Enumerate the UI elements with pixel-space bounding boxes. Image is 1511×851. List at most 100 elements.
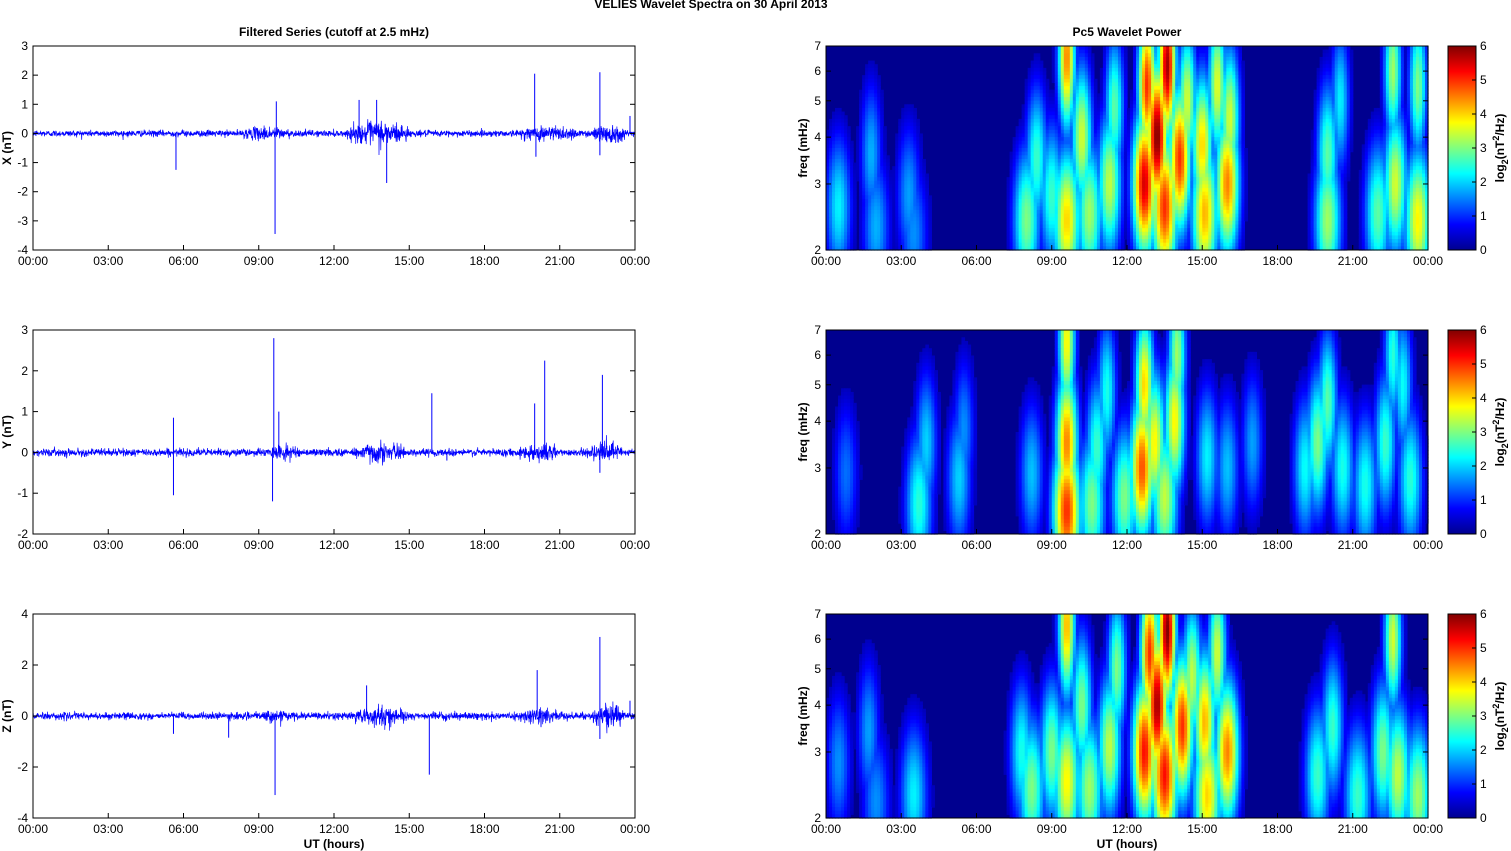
heatmap-cell	[1151, 100, 1155, 105]
heatmap-cell	[1400, 133, 1405, 138]
heatmap-cell	[1382, 100, 1387, 105]
heatmap-cell	[1078, 60, 1083, 65]
heatmap-cell	[1066, 93, 1071, 98]
heatmap-cell	[841, 140, 845, 145]
heatmap-cell	[1406, 86, 1411, 91]
heatmap-cell	[1078, 111, 1083, 116]
heatmap-cell	[1385, 133, 1390, 138]
heatmap-cell	[1394, 115, 1399, 120]
heatmap-cell	[1057, 82, 1062, 87]
heatmap-cell	[1409, 53, 1414, 58]
heatmap-cell	[1385, 129, 1390, 135]
heatmap-cell	[868, 82, 872, 87]
heatmap-cell	[1060, 104, 1065, 109]
heatmap-cell	[1181, 86, 1185, 91]
heatmap-cell	[910, 129, 914, 135]
heatmap-cell	[1084, 49, 1089, 54]
heatmap-cell	[853, 184, 857, 189]
heatmap-cell	[910, 144, 914, 149]
heatmap-cell	[1388, 46, 1393, 51]
heatmap-cell	[856, 137, 860, 142]
heatmap-cell	[1166, 46, 1170, 51]
heatmap-cell	[901, 122, 905, 127]
heatmap-cell	[1105, 86, 1110, 91]
heatmap-cell	[1229, 111, 1233, 116]
heatmap-cell	[1166, 49, 1170, 54]
heatmap-cell	[1063, 78, 1068, 84]
heatmap-cell	[1036, 115, 1041, 120]
heatmap-cell	[1199, 97, 1203, 102]
heatmap-cell	[1042, 67, 1047, 73]
heatmap-cell	[1021, 118, 1026, 124]
heatmap-cell	[1136, 107, 1140, 113]
right-x-axis-label: UT (hours)	[1097, 837, 1158, 851]
heatmap-cell	[1039, 140, 1044, 145]
heatmap-cell	[1202, 97, 1206, 102]
heatmap-cell	[862, 93, 866, 98]
heatmap-cell	[1045, 82, 1050, 87]
heatmap-cell	[1090, 126, 1095, 131]
heatmap-cell	[1054, 122, 1059, 127]
heatmap-cell	[1136, 104, 1140, 109]
heatmap-cell	[862, 104, 866, 109]
heatmap-cell	[1340, 64, 1345, 69]
heatmap-cell	[1388, 93, 1393, 98]
heatmap-cell	[1406, 122, 1411, 127]
heatmap-cell	[1117, 100, 1122, 105]
heatmap-cell	[1211, 64, 1215, 69]
heatmap-cell	[1412, 93, 1417, 98]
heatmap-cell	[865, 100, 869, 105]
heatmap-cell	[1397, 71, 1402, 76]
heatmap-cell	[1226, 71, 1230, 76]
heatmap-cell	[1060, 46, 1065, 51]
heatmap-cell	[868, 86, 872, 91]
heatmap-cell	[1072, 93, 1077, 98]
heatmap-cell	[1036, 122, 1041, 127]
heatmap-cell	[1409, 93, 1414, 98]
heatmap-cell	[1081, 126, 1086, 131]
heatmap-cell	[1142, 89, 1146, 94]
heatmap-cell	[1039, 64, 1044, 69]
heatmap-cell	[910, 133, 914, 138]
heatmap-cell	[1120, 75, 1125, 80]
heatmap-cell	[1412, 133, 1417, 138]
heatmap-cell	[910, 126, 914, 131]
heatmap-cell	[1349, 104, 1354, 109]
heatmap-cell	[874, 93, 878, 98]
heatmap-cell	[1181, 140, 1185, 145]
heatmap-cell	[1346, 118, 1351, 124]
heatmap-cell	[1226, 133, 1230, 138]
heatmap-cell	[925, 177, 929, 182]
heatmap-cell	[1310, 133, 1315, 138]
heatmap-cell	[1319, 86, 1324, 91]
heatmap-cell	[1033, 93, 1038, 98]
heatmap-cell	[1193, 100, 1197, 105]
heatmap-cell	[1403, 100, 1408, 105]
heatmap-cell	[859, 111, 863, 116]
heatmap-cell	[916, 144, 920, 149]
heatmap-cell	[1084, 64, 1089, 69]
heatmap-cell	[1178, 126, 1182, 131]
heatmap-cell	[1229, 133, 1233, 138]
heatmap-cell	[880, 129, 884, 135]
heatmap-cell	[922, 158, 926, 164]
heatmap-cell	[1208, 97, 1212, 102]
heatmap-cell	[1130, 104, 1134, 109]
heatmap-cell	[1418, 104, 1423, 109]
heatmap-cell	[1400, 115, 1405, 120]
heatmap-cell	[1160, 89, 1164, 94]
heatmap-cell	[1087, 97, 1092, 102]
heatmap-cell	[1394, 78, 1399, 84]
heatmap-cell	[1214, 129, 1218, 135]
heatmap-cell	[1096, 118, 1101, 124]
heatmap-cell	[880, 115, 884, 120]
heatmap-cell	[1136, 82, 1140, 87]
heatmap-cell	[1415, 126, 1420, 131]
filtered-x-ytick-label: -3	[17, 214, 28, 228]
heatmap-cell	[844, 118, 848, 124]
heatmap-cell	[874, 111, 878, 116]
heatmap-cell	[1229, 56, 1233, 62]
heatmap-cell	[1424, 78, 1429, 84]
heatmap-cell	[1397, 100, 1402, 105]
heatmap-cell	[874, 144, 878, 149]
